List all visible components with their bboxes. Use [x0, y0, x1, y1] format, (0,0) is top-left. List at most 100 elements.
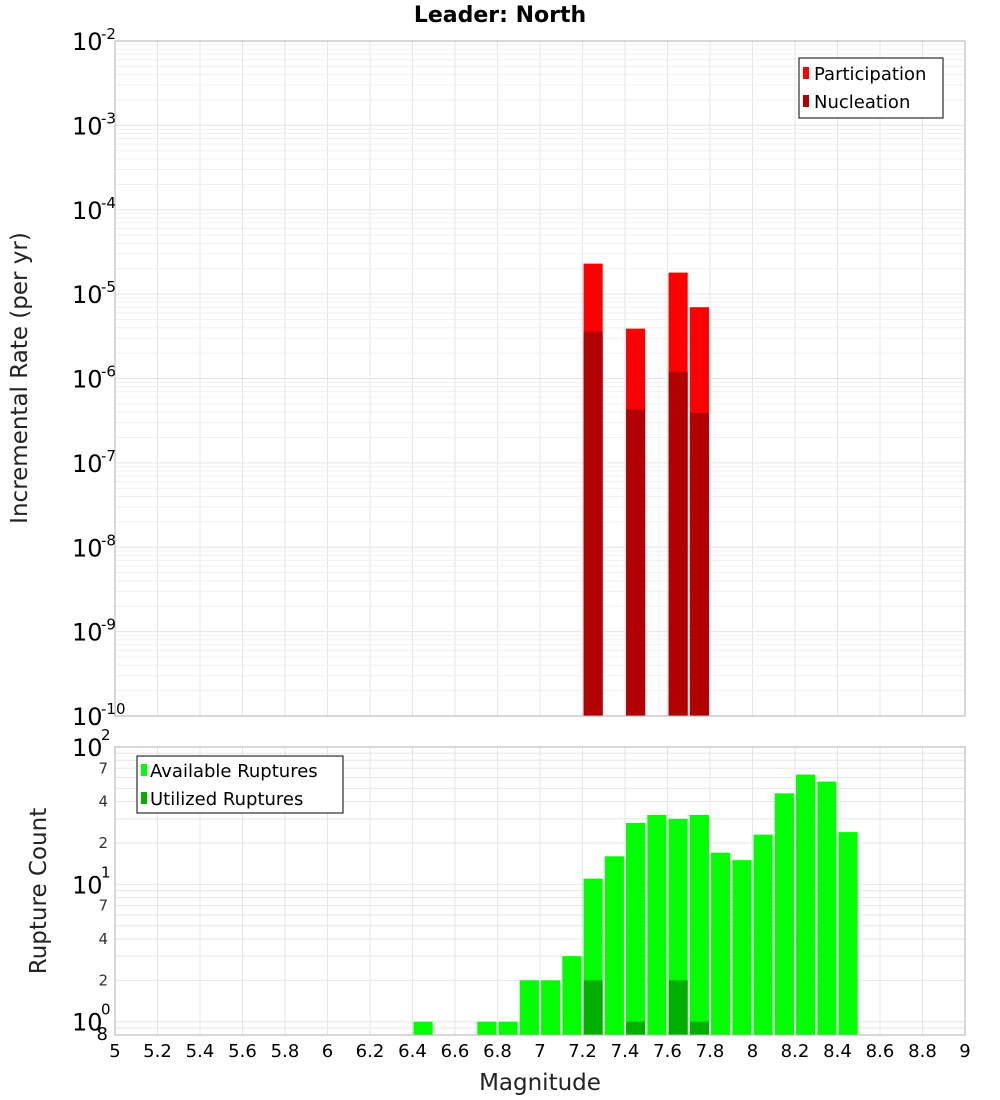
x-tick-label: 5.6 — [228, 1041, 257, 1062]
top-legend-box — [798, 57, 944, 119]
bar-available-ruptures — [774, 793, 794, 1035]
top-panel-bars — [583, 263, 709, 716]
bar-available-ruptures — [647, 814, 667, 1035]
bottom-panel-bars — [413, 774, 858, 1035]
x-tick-label: 7.4 — [611, 1041, 640, 1062]
top-panel-grid — [114, 41, 966, 717]
bar-available-ruptures — [838, 832, 858, 1035]
x-tick-label: 9 — [959, 1041, 970, 1062]
bottom-y-tick-label: 100 — [72, 1001, 111, 1037]
x-tick-labels: 5 5.2 5.4 5.6 5.8 6 6.2 6.4 6.6 6.8 7 7.2 7.4 7.6 7.8 8… — [109, 1041, 970, 1062]
svg-text:10: 10 — [72, 281, 103, 309]
bar-available-ruptures — [498, 1021, 518, 1035]
bar-nucleation — [689, 413, 709, 716]
svg-text:-9: -9 — [101, 616, 116, 634]
bottom-panel-frame — [114, 746, 966, 1036]
bar-available-ruptures — [626, 822, 646, 1035]
bar-available-ruptures — [562, 956, 582, 1035]
x-tick-label: 6 — [322, 1041, 333, 1062]
legend-swatch-available — [141, 764, 147, 776]
x-tick-label: 6.8 — [483, 1041, 512, 1062]
x-tick-label: 7.2 — [568, 1041, 597, 1062]
svg-text:-10: -10 — [101, 700, 126, 718]
top-legend: Participation Nucleation — [798, 57, 944, 119]
svg-text:10: 10 — [72, 112, 103, 140]
x-tick-label: 6.4 — [398, 1041, 427, 1062]
bar-nucleation — [668, 371, 688, 716]
svg-text:10: 10 — [72, 197, 103, 225]
svg-text:-4: -4 — [101, 194, 116, 212]
bottom-y-tick-label: 102 — [72, 726, 111, 762]
x-tick-label: 6.6 — [441, 1041, 470, 1062]
svg-text:0: 0 — [101, 1001, 111, 1019]
bar-available-ruptures — [413, 1021, 433, 1035]
x-tick-label: 8.8 — [908, 1041, 937, 1062]
bar-utilized-ruptures — [668, 980, 688, 1035]
svg-text:-2: -2 — [101, 25, 116, 43]
top-y-axis-label: Incremental Rate (per yr) — [7, 232, 33, 524]
x-tick-label: 5.2 — [143, 1041, 172, 1062]
legend-swatch-nucleation — [803, 95, 809, 107]
svg-text:10: 10 — [72, 534, 103, 562]
svg-text:1: 1 — [101, 863, 111, 881]
bottom-y-minor-tick-label: 2 — [98, 834, 108, 852]
top-y-tick-label: 10-10 — [72, 700, 126, 731]
svg-text:10: 10 — [72, 703, 103, 731]
svg-text:10: 10 — [72, 619, 103, 647]
legend-swatch-utilized — [141, 792, 147, 804]
bar-nucleation — [583, 331, 603, 716]
svg-text:-7: -7 — [101, 447, 116, 465]
bottom-y-minor-tick-label: 4 — [98, 930, 108, 948]
x-tick-label: 5.8 — [271, 1041, 300, 1062]
x-tick-label: 5.4 — [186, 1041, 215, 1062]
chart-title: Leader: North — [414, 3, 586, 28]
svg-text:-3: -3 — [101, 109, 116, 127]
x-tick-label: 7.8 — [696, 1041, 725, 1062]
bar-available-ruptures — [604, 856, 624, 1035]
bar-available-ruptures — [541, 980, 561, 1035]
svg-text:10: 10 — [72, 28, 103, 56]
bottom-legend-box — [136, 755, 344, 814]
bar-utilized-ruptures — [583, 980, 603, 1035]
bar-nucleation — [626, 409, 646, 716]
bar-available-ruptures — [796, 774, 816, 1035]
bar-available-ruptures — [817, 781, 837, 1035]
top-y-tick-label: 10-4 — [72, 194, 116, 225]
x-tick-label: 5 — [109, 1041, 120, 1062]
svg-text:10: 10 — [72, 871, 103, 899]
bottom-y-minor-tick-label: 7 — [98, 759, 108, 777]
x-tick-label: 7.6 — [653, 1041, 682, 1062]
bar-available-ruptures — [519, 980, 539, 1035]
bottom-y-minor-tick-label: 2 — [98, 971, 108, 989]
x-tick-label: 8 — [747, 1041, 758, 1062]
top-y-tick-label: 10-3 — [72, 109, 116, 140]
legend-label-participation: Participation — [814, 64, 926, 85]
bar-available-ruptures — [689, 814, 709, 1035]
top-y-tick-label: 10-8 — [72, 531, 116, 562]
x-tick-label: 8.6 — [866, 1041, 895, 1062]
bar-available-ruptures — [711, 852, 731, 1035]
svg-text:10: 10 — [72, 734, 103, 762]
bar-available-ruptures — [753, 834, 773, 1035]
legend-label-nucleation: Nucleation — [814, 92, 910, 113]
top-y-tick-label: 10-6 — [72, 363, 116, 394]
x-tick-label: 8.2 — [781, 1041, 810, 1062]
svg-text:10: 10 — [72, 450, 103, 478]
bottom-y-minor-tick-label: 4 — [98, 793, 108, 811]
svg-text:10: 10 — [72, 366, 103, 394]
svg-text:-8: -8 — [101, 531, 116, 549]
bar-utilized-ruptures — [626, 1021, 646, 1035]
svg-text:2: 2 — [101, 726, 111, 744]
legend-label-available: Available Ruptures — [150, 761, 318, 782]
bottom-legend: Available Ruptures Utilized Ruptures — [136, 755, 344, 814]
x-tick-label: 7 — [534, 1041, 545, 1062]
bar-utilized-ruptures — [689, 1021, 709, 1035]
top-panel-frame — [114, 40, 966, 717]
bar-available-ruptures — [477, 1021, 497, 1035]
legend-label-utilized: Utilized Ruptures — [150, 789, 303, 810]
x-tick-label: 8.4 — [823, 1041, 852, 1062]
top-y-tick-label: 10-9 — [72, 616, 116, 647]
